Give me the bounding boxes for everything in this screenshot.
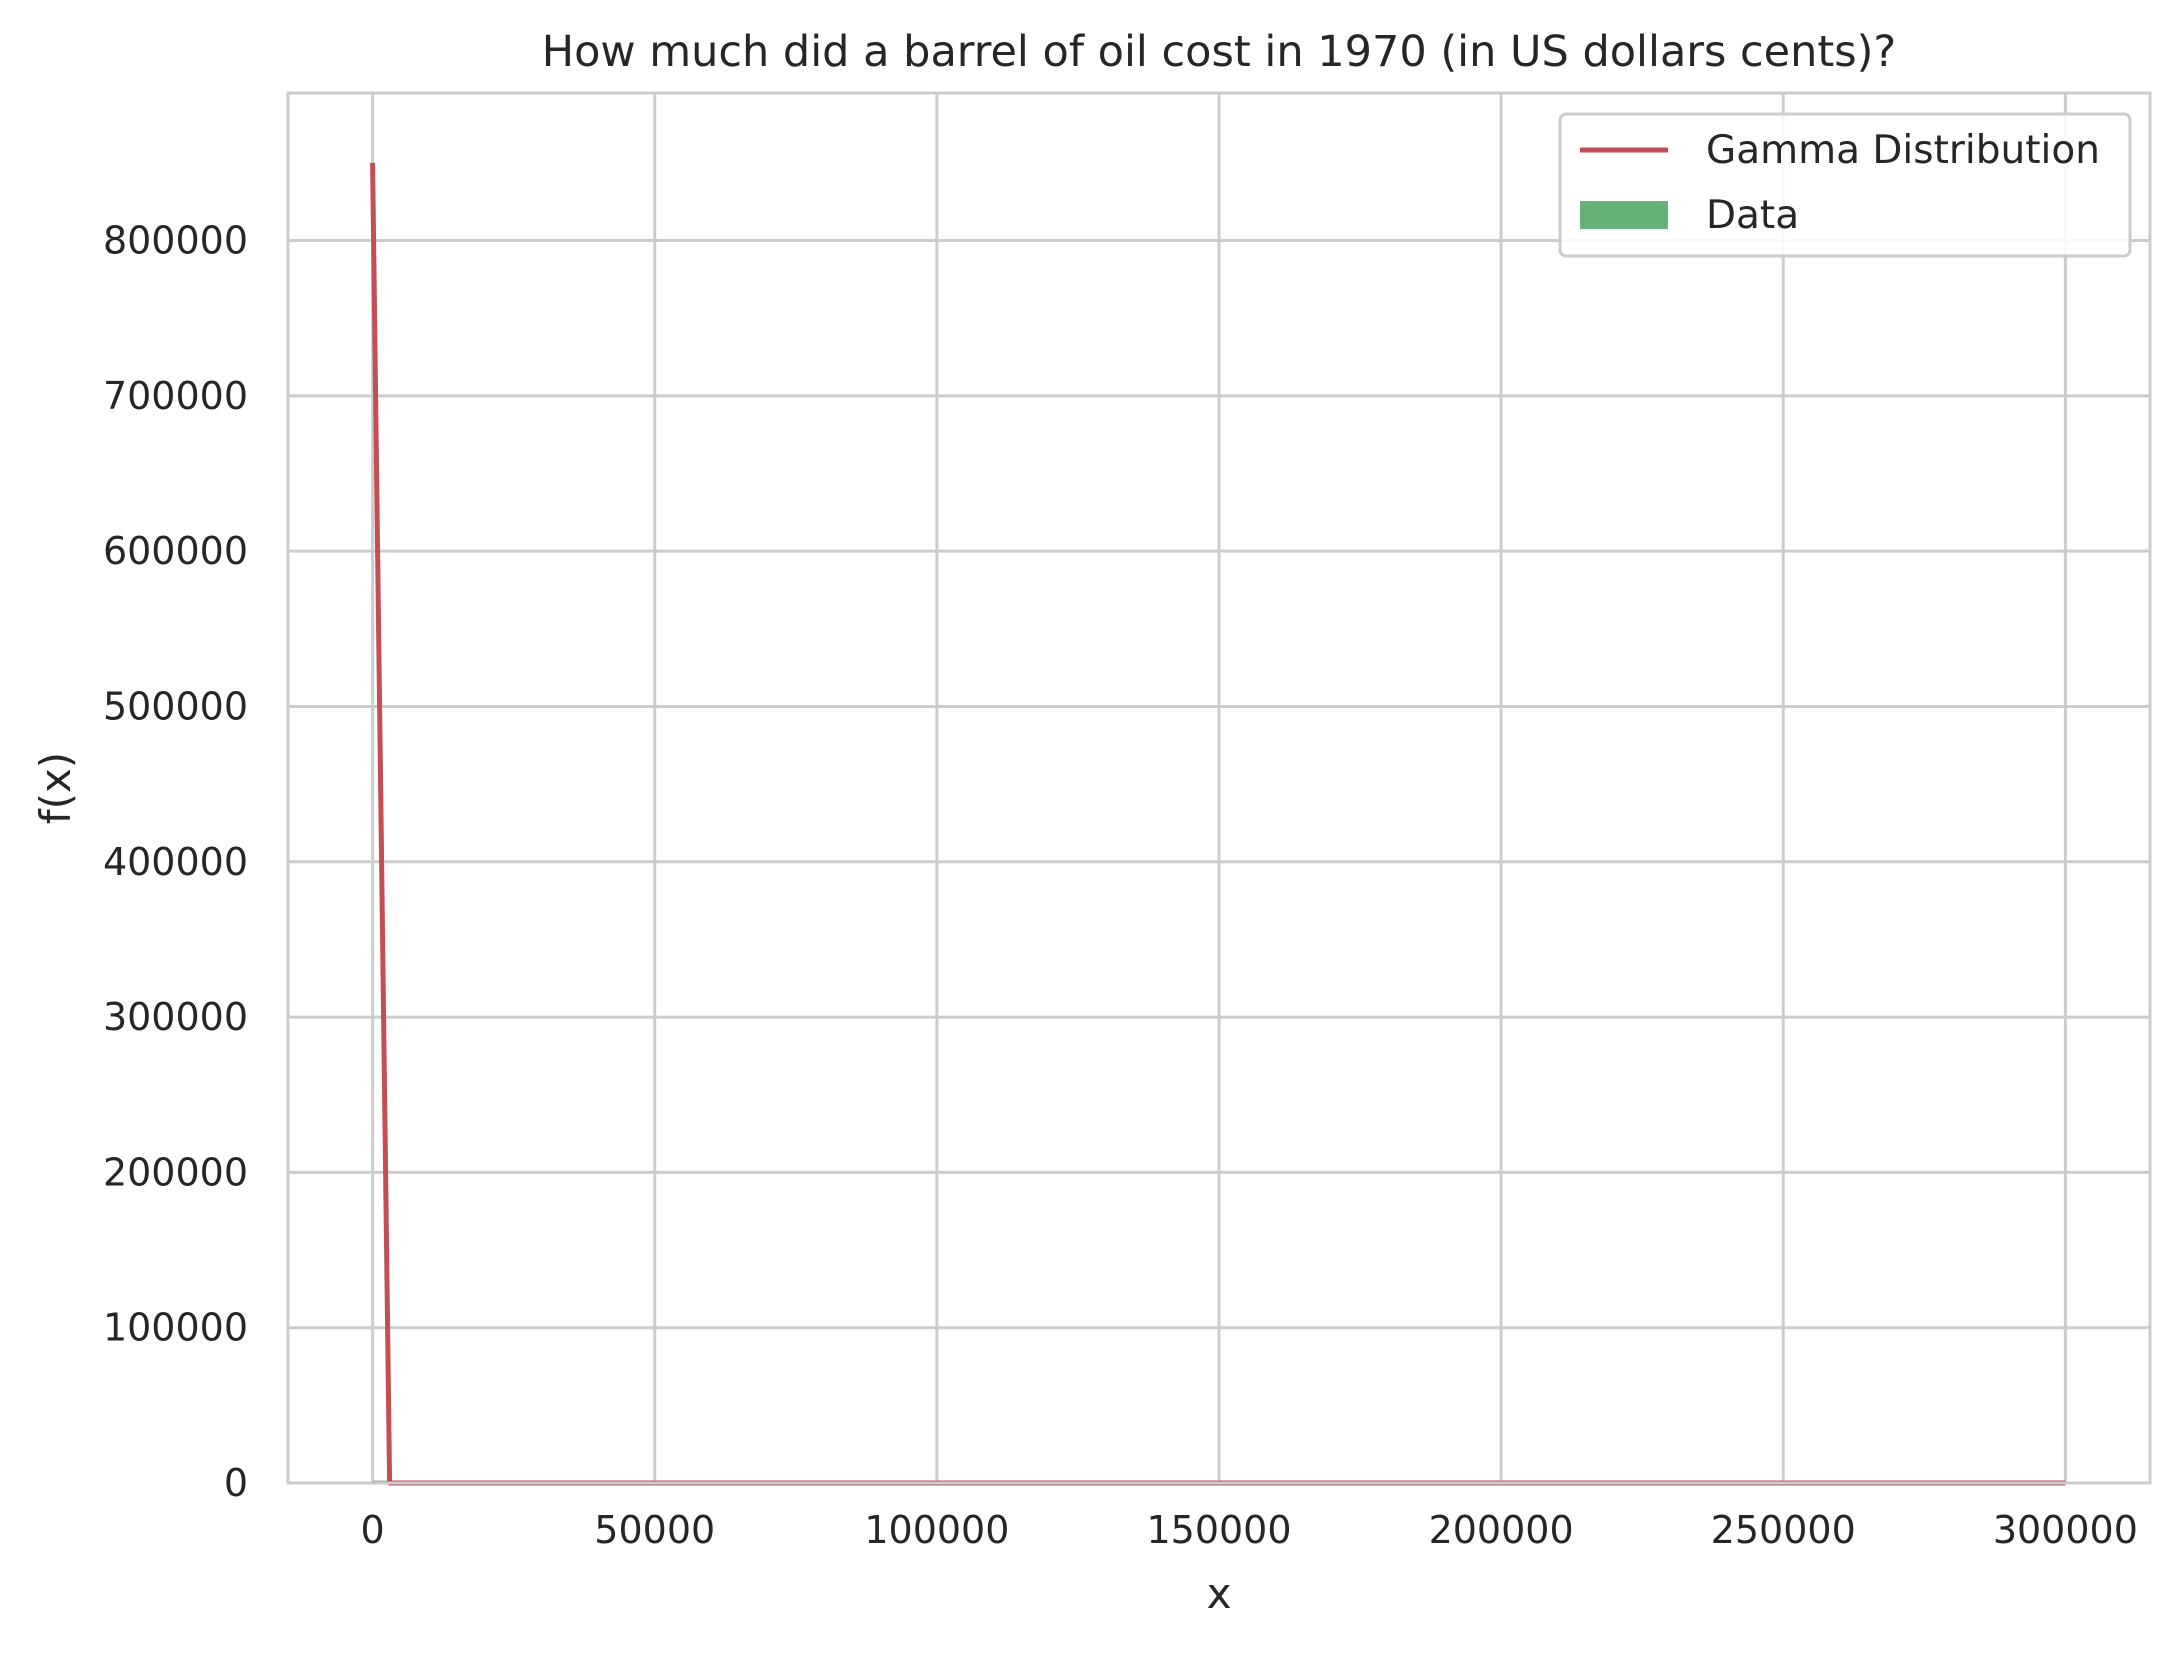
y-tick-label: 0 xyxy=(224,1461,248,1505)
legend-box xyxy=(1558,112,2132,258)
y-tick-label: 400000 xyxy=(103,840,248,884)
x-tick-labels: 0 50000 100000 150000 200000 250000 300000 xyxy=(361,1508,2138,1552)
plot-frame xyxy=(286,91,2152,1485)
y-tick-label: 300000 xyxy=(103,995,248,1039)
y-tick-labels: 0 100000 200000 300000 400000 500000 600000 700… xyxy=(103,219,248,1505)
x-axis-title: x xyxy=(1207,1569,1232,1618)
y-tick-label: 200000 xyxy=(103,1150,248,1194)
y-tick-label: 600000 xyxy=(103,529,248,573)
x-tick-label: 100000 xyxy=(864,1508,1009,1552)
x-tick-label: 300000 xyxy=(1993,1508,2138,1552)
x-tick-label: 200000 xyxy=(1429,1508,1574,1552)
legend-swatch-data xyxy=(1580,201,1668,229)
chart-title: How much did a barrel of oil cost in 197… xyxy=(542,27,1897,77)
y-tick-label: 700000 xyxy=(103,374,248,418)
legend-items: Gamma Distribution Data xyxy=(1580,128,2100,238)
x-tick-label: 50000 xyxy=(594,1508,715,1552)
y-axis-title: f(x) xyxy=(31,752,80,824)
x-tick-label: 150000 xyxy=(1146,1508,1291,1552)
legend: Gamma Distribution Data xyxy=(1558,112,2132,258)
legend-label-gamma-distribution: Gamma Distribution xyxy=(1706,128,2100,173)
legend-label-data: Data xyxy=(1706,193,1799,238)
y-tick-label: 100000 xyxy=(103,1306,248,1350)
x-tick-label: 0 xyxy=(361,1508,385,1552)
y-tick-label: 800000 xyxy=(103,219,248,263)
x-tick-label: 250000 xyxy=(1711,1508,1856,1552)
y-tick-label: 500000 xyxy=(103,684,248,728)
